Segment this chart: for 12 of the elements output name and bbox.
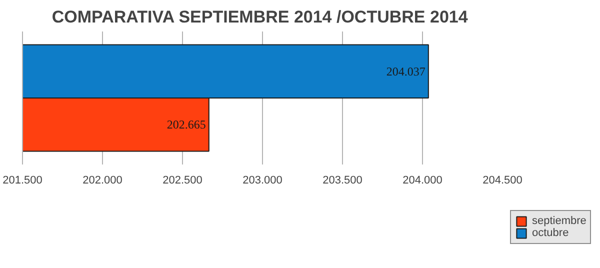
x-tick-label: 203.500: [322, 174, 362, 186]
x-tick-label: 204.500: [482, 174, 522, 186]
legend-label: octubre: [532, 227, 569, 239]
data-label: 202.665: [166, 118, 206, 132]
legend-label: septiembre: [532, 215, 586, 227]
x-tick-label: 202.500: [162, 174, 202, 186]
x-tick-label: 203.000: [242, 174, 282, 186]
data-label: 204.037: [386, 64, 426, 78]
x-tick-label: 201.500: [2, 174, 42, 186]
chart-title: COMPARATIVA SEPTIEMBRE 2014 /OCTUBRE 2014: [52, 8, 468, 26]
x-tick-label: 202.000: [82, 174, 122, 186]
x-tick-label: 204.000: [402, 174, 442, 186]
